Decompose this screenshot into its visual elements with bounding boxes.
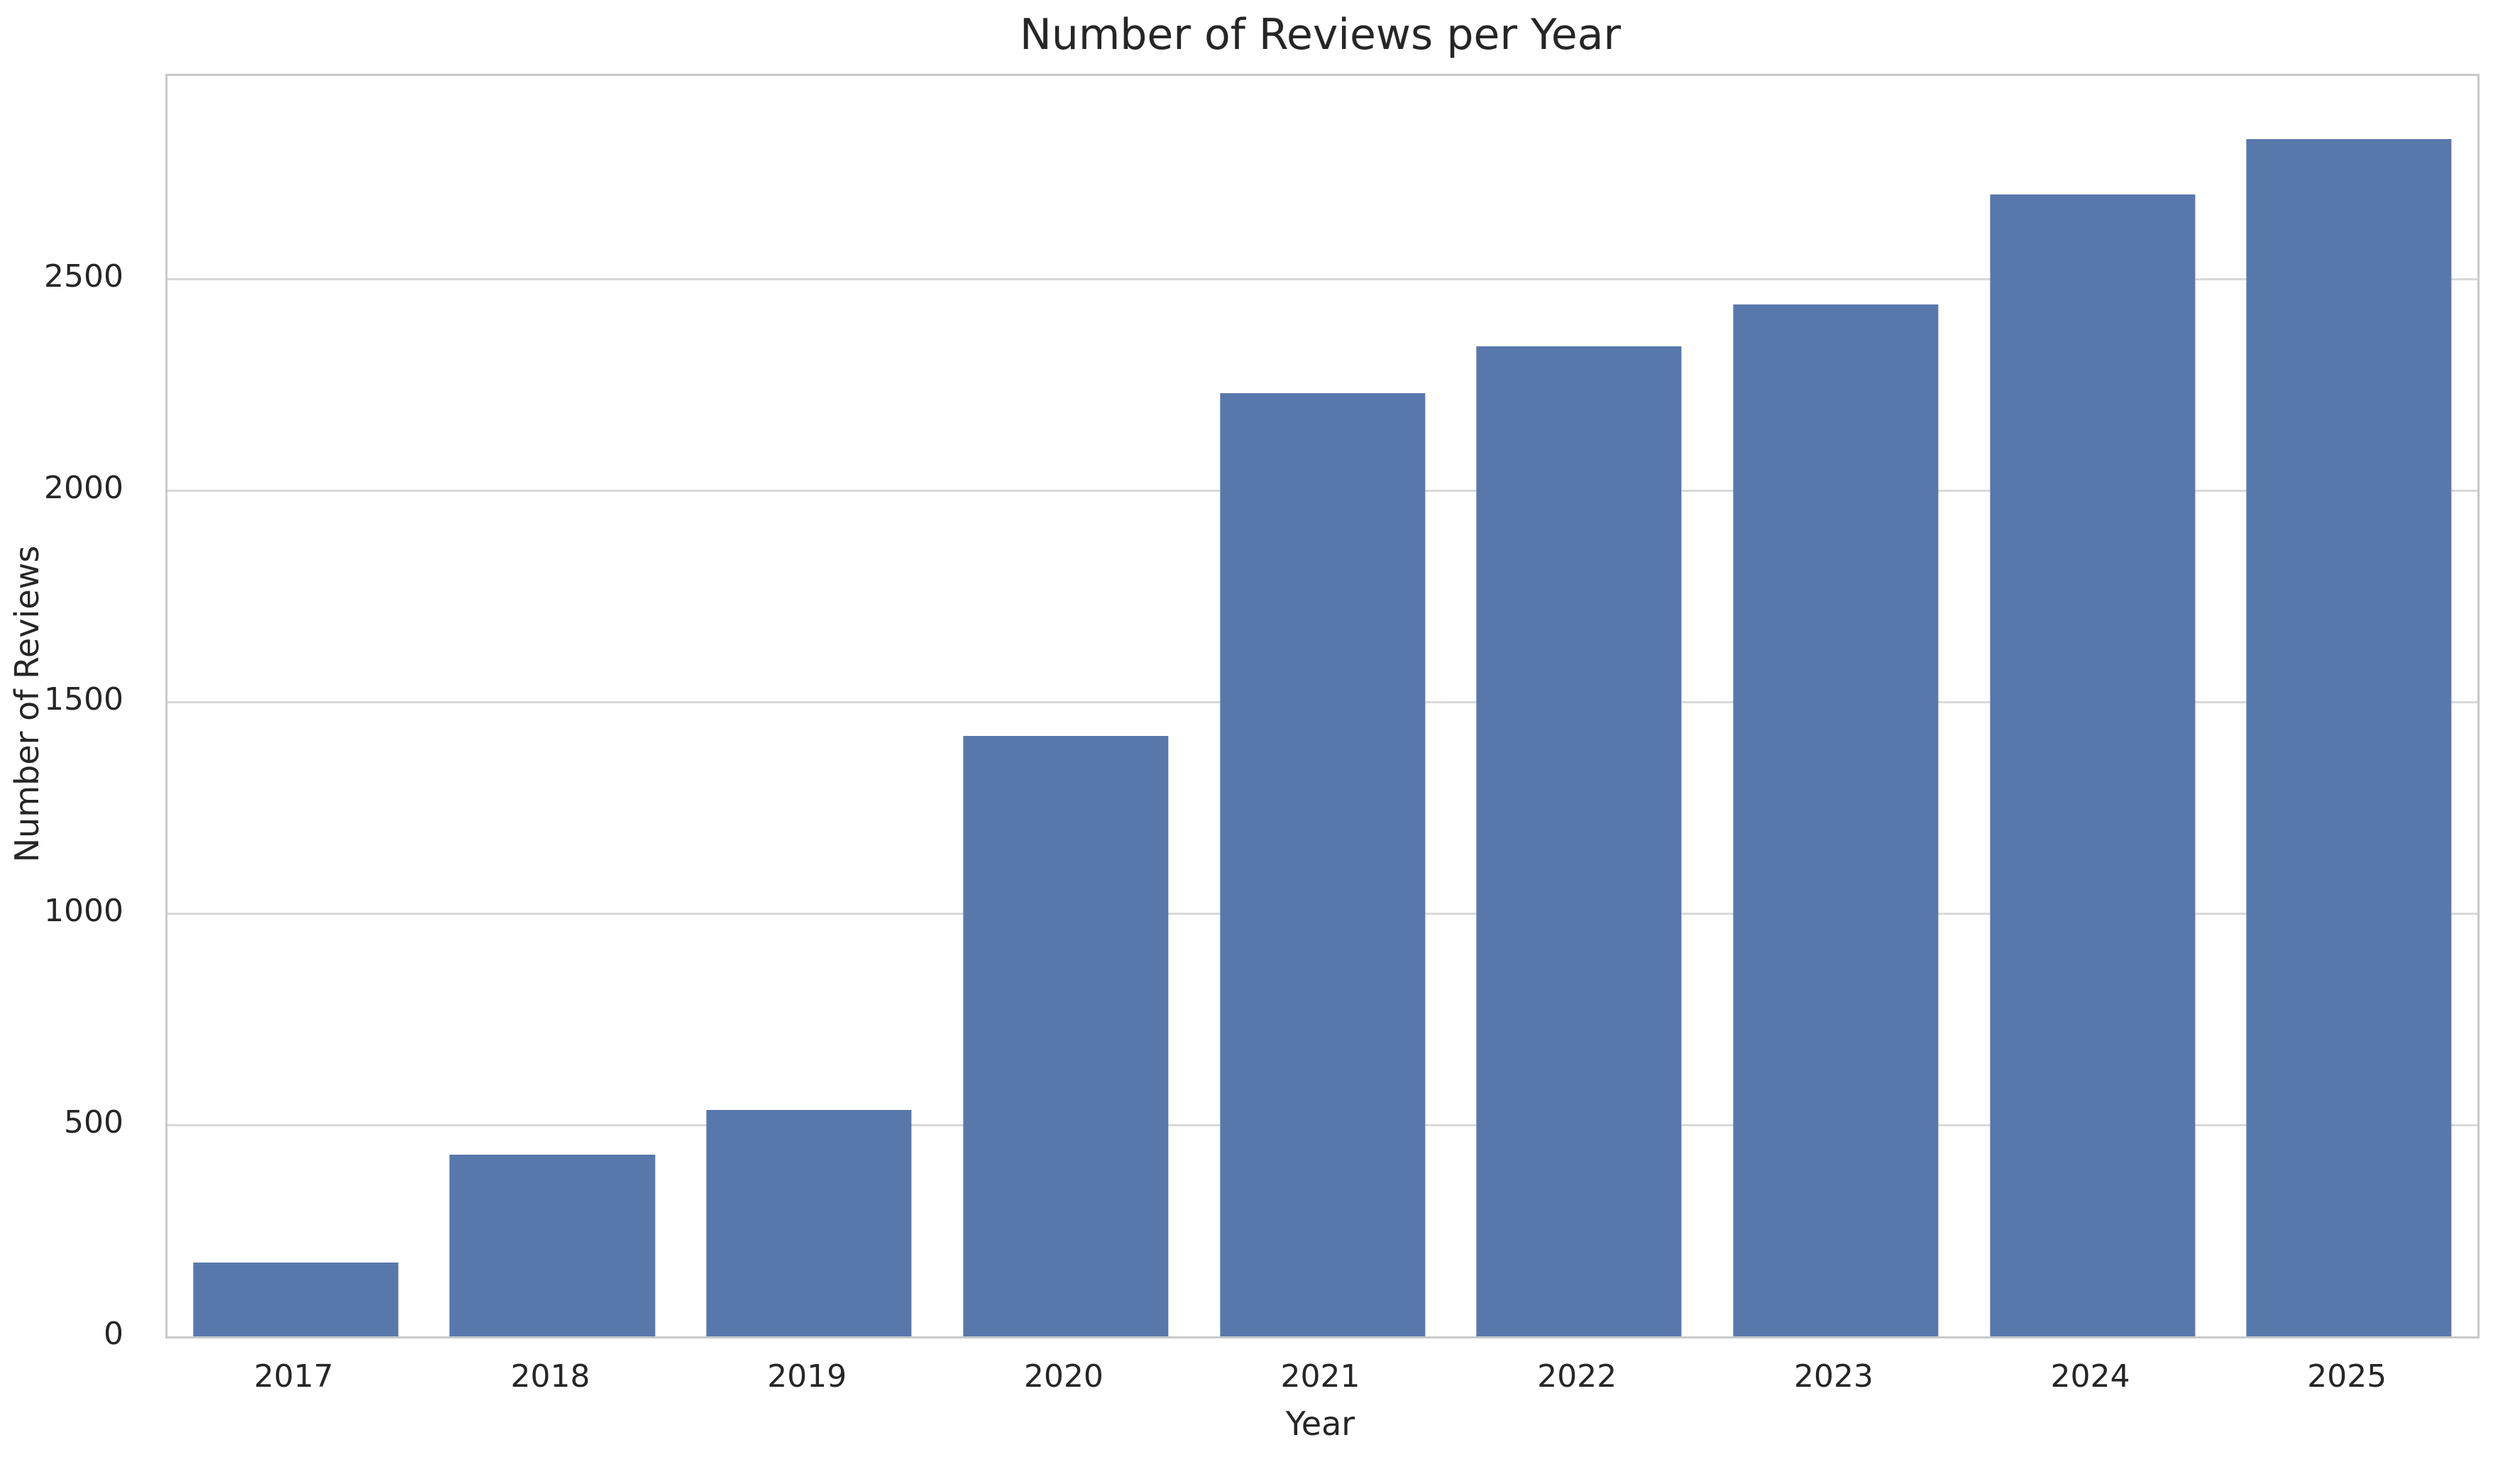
y-tick-label-2000: 2000 — [44, 470, 123, 507]
bar-2017 — [193, 1262, 399, 1336]
x-tick-label-2024: 2024 — [2050, 1358, 2130, 1395]
x-tick-label-2025: 2025 — [2307, 1358, 2387, 1395]
bar-2019 — [706, 1110, 912, 1336]
y-tick-label-500: 500 — [64, 1104, 123, 1140]
gridline-2500 — [167, 277, 2477, 280]
y-tick-label-2500: 2500 — [44, 258, 123, 295]
y-axis-tick-labels: 0 500 1000 1500 2000 2500 — [0, 74, 142, 1352]
bar-2022 — [1476, 346, 1682, 1336]
x-tick-label-2022: 2022 — [1537, 1358, 1617, 1395]
y-tick-label-0: 0 — [104, 1316, 123, 1352]
bar-2020 — [963, 735, 1169, 1336]
x-tick-label-2018: 2018 — [510, 1358, 590, 1395]
x-tick-label-2017: 2017 — [253, 1358, 334, 1395]
plot-area — [165, 74, 2480, 1338]
chart-title: Number of Reviews per Year — [1019, 10, 1622, 60]
x-tick-label-2021: 2021 — [1280, 1358, 1360, 1395]
bar-2023 — [1733, 304, 1939, 1336]
x-axis-tick-labels: 2017 2018 2019 2020 2021 2022 2023 2024 2025 — [165, 1358, 2475, 1401]
y-tick-label-1000: 1000 — [44, 893, 123, 930]
x-axis-label: Year — [1285, 1404, 1355, 1443]
x-tick-label-2023: 2023 — [1793, 1358, 1874, 1395]
x-tick-label-2019: 2019 — [767, 1358, 847, 1395]
x-tick-label-2020: 2020 — [1023, 1358, 1104, 1395]
bar-2024 — [1989, 194, 2196, 1336]
y-tick-label-1500: 1500 — [44, 681, 123, 718]
bar-2025 — [2246, 139, 2452, 1336]
bar-2018 — [449, 1154, 656, 1336]
bar-2021 — [1219, 392, 1426, 1336]
